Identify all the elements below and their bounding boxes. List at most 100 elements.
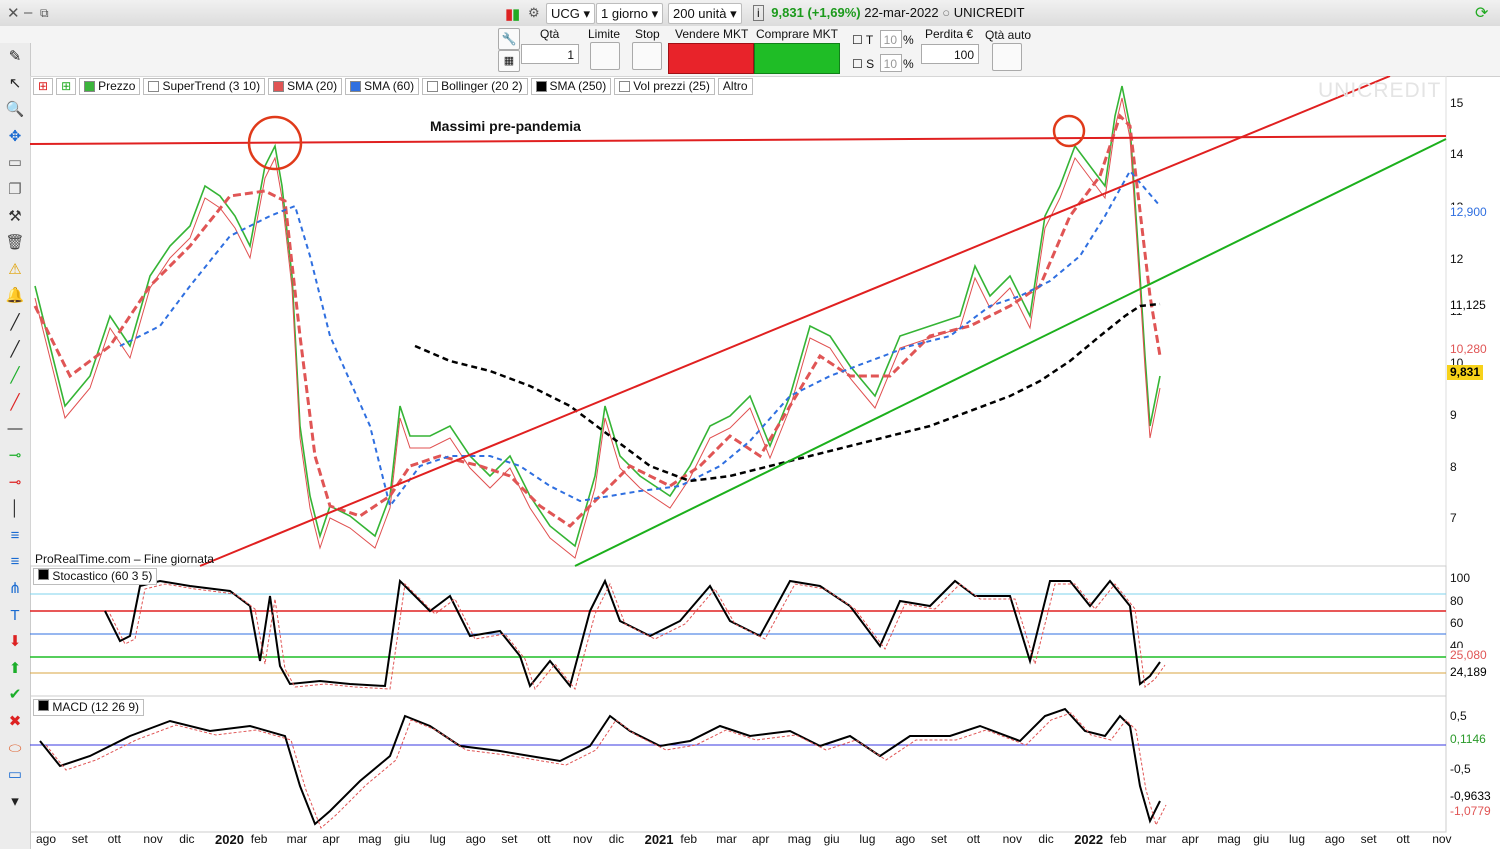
s-checkbox[interactable]: ☐ S bbox=[852, 57, 875, 71]
s-input[interactable]: 10 bbox=[880, 54, 902, 72]
horizontal-line-icon[interactable]: — bbox=[7, 420, 23, 438]
period-select[interactable]: 1 giorno ▾ bbox=[596, 3, 664, 24]
qty-label: Qtà bbox=[540, 27, 560, 41]
s-pct: % bbox=[903, 57, 914, 71]
cross-icon[interactable]: ✖ bbox=[8, 713, 22, 730]
alert-bell-icon[interactable]: ⚠ bbox=[8, 260, 22, 278]
red-line-icon[interactable]: ╱ bbox=[10, 393, 20, 411]
month-label: mag bbox=[358, 832, 382, 846]
ruler-icon[interactable]: ▭ bbox=[7, 154, 23, 172]
month-label: mar bbox=[1145, 832, 1167, 846]
wrench-icon[interactable]: 🔧 bbox=[498, 28, 520, 50]
loss-input[interactable]: 100 bbox=[921, 44, 979, 64]
pitchfork-icon[interactable]: ⋔ bbox=[8, 580, 22, 597]
add-indicator-button[interactable]: ⊞ bbox=[33, 78, 54, 95]
candlestick-icon[interactable]: ▮ bbox=[505, 6, 514, 23]
green-line-icon[interactable]: ╱ bbox=[10, 367, 20, 385]
legend-item-3[interactable]: SMA (60) bbox=[345, 78, 420, 95]
settings-icon[interactable]: ⚙ bbox=[528, 5, 540, 20]
buy-market-button[interactable] bbox=[754, 43, 840, 74]
expand-button[interactable]: ⊞ bbox=[56, 78, 77, 95]
legend-swatch bbox=[148, 81, 160, 92]
legend-item-5[interactable]: SMA (250) bbox=[530, 78, 612, 95]
period-label: 1 giorno bbox=[601, 6, 648, 21]
close-icon[interactable]: ✕ bbox=[7, 5, 20, 22]
trash-icon[interactable]: 🗑 bbox=[5, 234, 25, 252]
qty-input[interactable]: 1 bbox=[521, 44, 579, 64]
legend-item-1[interactable]: SuperTrend (3 10) bbox=[143, 78, 266, 95]
legend-item-7[interactable]: Altro bbox=[717, 78, 753, 95]
t-label: T bbox=[865, 33, 874, 47]
up-arrow-icon[interactable]: ⬆ bbox=[8, 659, 22, 677]
vertical-line-icon[interactable]: │ bbox=[10, 500, 20, 518]
down-arrow-icon[interactable]: ⬇ bbox=[8, 633, 22, 651]
ellipse-icon[interactable]: ⬭ bbox=[8, 739, 22, 757]
fibonacci-icon[interactable]: ≡ bbox=[10, 526, 20, 544]
line-icon[interactable]: ╱ bbox=[10, 340, 20, 358]
legend-swatch bbox=[535, 81, 547, 92]
month-label: giu bbox=[823, 832, 840, 846]
auto-qty-button[interactable] bbox=[992, 43, 1022, 71]
highlight-circle-2022 bbox=[1052, 114, 1086, 148]
macd-badge: -1,0779 bbox=[1447, 804, 1494, 819]
units-label: 200 unità bbox=[673, 6, 727, 21]
month-label: lug bbox=[859, 832, 876, 846]
stochastic-tick: 60 bbox=[1447, 616, 1467, 631]
text-icon[interactable]: T bbox=[10, 606, 20, 624]
macd-panel bbox=[30, 695, 1447, 833]
month-label: apr bbox=[1181, 832, 1199, 846]
refresh-icon[interactable]: ⟳ bbox=[1475, 5, 1489, 22]
drawing-toolbar: ✎ ↖ 🔍 ✥ ▭ ❐ ⚒ 🗑 ⚠ 🔔 ╱ ╱ ╱ ╱ — ⊸ ⊸ │ ≡ ≡ ⋔ T ⬇ ⬆ ✔ ✖ ⬭ ▭ ▾ bbox=[0, 43, 31, 849]
price-chart[interactable] bbox=[30, 76, 1500, 849]
alarm-icon[interactable]: 🔔 bbox=[5, 287, 25, 305]
green-ray-icon[interactable]: ⊸ bbox=[8, 447, 22, 464]
more-down-icon[interactable]: ▾ bbox=[11, 792, 19, 810]
cursor-icon[interactable]: ↖ bbox=[8, 74, 22, 92]
macd-tick: 0,5 bbox=[1447, 709, 1470, 724]
minimize-icon[interactable]: – bbox=[24, 4, 33, 21]
price-tick: 9 bbox=[1447, 408, 1460, 423]
stochastic-badge: 25,080 bbox=[1447, 648, 1490, 663]
month-label: ott bbox=[107, 832, 121, 846]
instrument-name: UNICREDIT bbox=[953, 5, 1025, 20]
symbol-select[interactable]: UCG ▾ bbox=[546, 3, 596, 24]
sell-market-button[interactable] bbox=[668, 43, 754, 74]
red-ray-icon[interactable]: ⊸ bbox=[8, 473, 22, 491]
macd-label: MACD (12 26 9) bbox=[33, 699, 145, 716]
fib-fan-icon[interactable]: ≡ bbox=[10, 553, 20, 571]
zoom-icon[interactable]: 🔍 bbox=[5, 101, 25, 119]
stop-order-button[interactable] bbox=[632, 42, 662, 70]
limit-order-button[interactable] bbox=[590, 42, 620, 70]
sma250-line bbox=[414, 302, 1161, 483]
move-icon[interactable]: ✥ bbox=[8, 127, 22, 145]
legend-item-0[interactable]: Prezzo bbox=[79, 78, 141, 95]
info-icon[interactable]: i bbox=[753, 5, 764, 21]
pencil-icon[interactable]: ✎ bbox=[8, 48, 22, 65]
legend-item-4[interactable]: Bollinger (20 2) bbox=[422, 78, 528, 95]
legend-item-2[interactable]: SMA (20) bbox=[268, 78, 343, 95]
t-checkbox[interactable]: ☐ T bbox=[852, 33, 874, 47]
hammer-icon[interactable]: ⚒ bbox=[8, 207, 22, 225]
sell-label: Vendere MKT bbox=[675, 27, 749, 41]
legend-item-6[interactable]: Vol prezzi (25) bbox=[614, 78, 715, 95]
units-select[interactable]: 200 unità ▾ bbox=[668, 3, 742, 24]
legend-label: Vol prezzi (25) bbox=[633, 79, 710, 93]
price-badge: 11,125 bbox=[1447, 298, 1489, 313]
month-label: dic bbox=[1038, 832, 1054, 846]
keypad-icon[interactable]: ▦ bbox=[498, 50, 520, 72]
year-label: 2021 bbox=[644, 832, 674, 847]
auto-qty-label: Qtà auto bbox=[985, 28, 1032, 42]
restore-icon[interactable]: ⧉ bbox=[40, 6, 49, 20]
check-icon[interactable]: ✔ bbox=[8, 686, 22, 704]
legend-swatch bbox=[350, 81, 362, 92]
month-label: lug bbox=[1289, 832, 1306, 846]
rectangle-icon[interactable]: ▭ bbox=[7, 766, 23, 784]
t-input[interactable]: 10 bbox=[880, 30, 902, 48]
stochastic-tick: 80 bbox=[1447, 594, 1467, 609]
segment-icon[interactable]: ╱ bbox=[10, 314, 20, 331]
price-panel bbox=[30, 76, 1447, 567]
price-tick: 12 bbox=[1447, 252, 1467, 267]
price-tick: 8 bbox=[1447, 460, 1460, 475]
copy-icon[interactable]: ❐ bbox=[8, 181, 22, 198]
annotation-text: Massimi pre-pandemia bbox=[430, 118, 581, 134]
